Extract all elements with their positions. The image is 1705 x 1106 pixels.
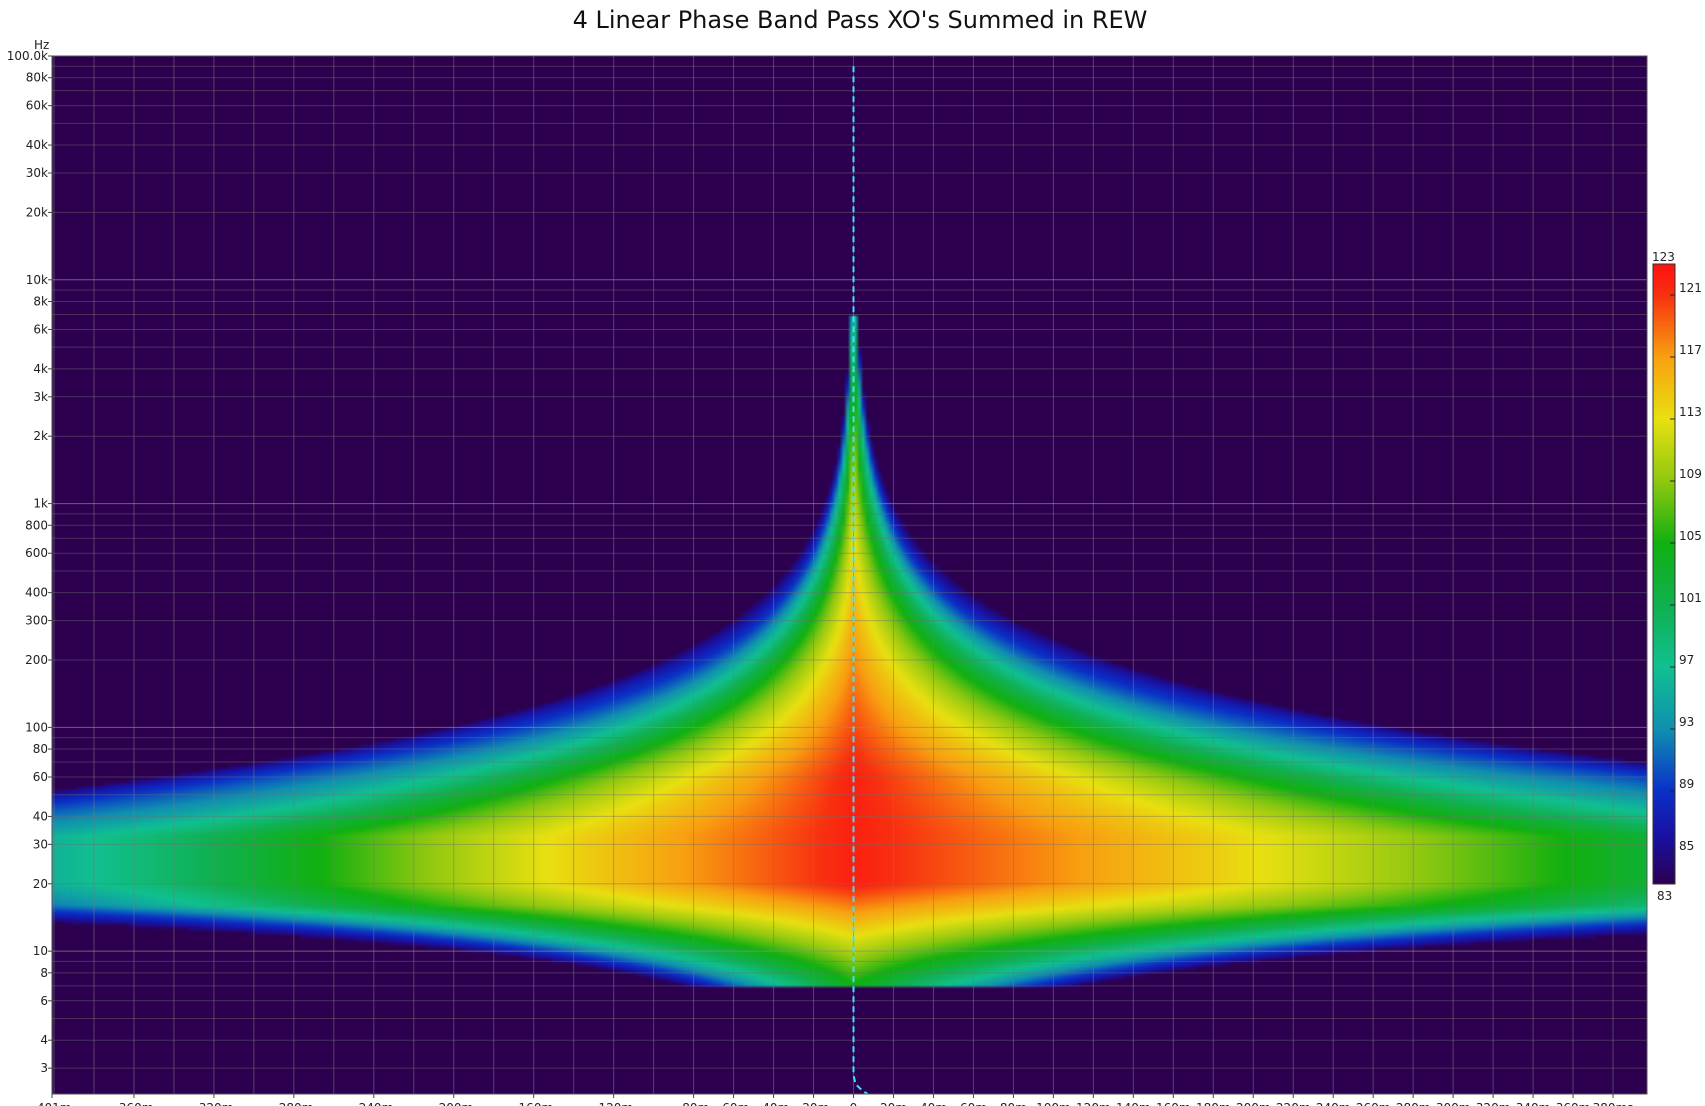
x-tick-label: 0 — [850, 1101, 858, 1106]
colorbar — [1652, 263, 1676, 885]
x-tick-label: 220m — [1276, 1101, 1311, 1106]
y-tick-label: 800 — [25, 518, 48, 532]
y-tick-label: 3k — [33, 390, 48, 404]
y-tick-label: 30k — [26, 166, 48, 180]
y-tick-label: 20 — [33, 877, 48, 891]
y-tick-label: 200 — [25, 653, 48, 667]
colorbar-tick-label: 121 — [1679, 281, 1702, 295]
x-tick-label: 240m — [1316, 1101, 1351, 1106]
y-axis-ticks: 100.0k 80k 60k 40k 30k 20k 10k 8k 6k 4k 3k 2k 1k 800 6… — [7, 49, 52, 1075]
x-tick-label: -120m — [594, 1101, 633, 1106]
y-axis-unit-label: Hz — [34, 38, 49, 52]
x-tick-label: -200m — [434, 1101, 473, 1106]
x-tick-label: -40m — [758, 1101, 789, 1106]
colorbar-tick-label: 101 — [1679, 591, 1702, 605]
y-tick-label: 20k — [26, 205, 48, 219]
colorbar-min-label: 83 — [1657, 889, 1672, 903]
y-tick-label: 10 — [33, 944, 48, 958]
x-tick-label: -20m — [798, 1101, 829, 1106]
x-tick-label: 360m — [1556, 1101, 1591, 1106]
y-tick-label: 8 — [40, 966, 48, 980]
x-tick-label: 60m — [960, 1101, 987, 1106]
y-tick-label: 4 — [40, 1033, 48, 1047]
colorbar-tick-label: 113 — [1679, 405, 1702, 419]
y-tick-label: 80 — [33, 742, 48, 756]
y-tick-label: 6 — [40, 994, 48, 1008]
x-tick-label: -360m — [114, 1101, 153, 1106]
x-tick-label: -280m — [274, 1101, 313, 1106]
x-tick-label: 100m — [1036, 1101, 1071, 1106]
x-tick-label: 140m — [1116, 1101, 1151, 1106]
colorbar-tick-label: 89 — [1679, 777, 1694, 791]
y-tick-label: 6k — [33, 322, 48, 336]
x-axis-ticks: -401m -360m -320m -280m -240m -200m -160m -120m… — [33, 1094, 1634, 1106]
y-tick-label: 60 — [33, 770, 48, 784]
y-tick-label: 100.0k — [7, 49, 48, 63]
y-tick-label: 300 — [25, 614, 48, 628]
y-tick-label: 100 — [25, 720, 48, 734]
colorbar-tick-label: 97 — [1679, 653, 1694, 667]
x-tick-label: -60m — [718, 1101, 749, 1106]
colorbar-ticks: 121 117 113 109 105 101 97 93 89 85 — [1670, 281, 1702, 854]
x-tick-label: 20m — [880, 1101, 907, 1106]
colorbar-max-label: 123 — [1652, 250, 1675, 264]
y-tick-label: 3 — [40, 1061, 48, 1075]
x-tick-label: 340m — [1516, 1101, 1551, 1106]
x-tick-label: 380ms — [1593, 1101, 1634, 1106]
colorbar-tick-label: 117 — [1679, 343, 1702, 357]
x-tick-label: -320m — [194, 1101, 233, 1106]
heatmap-image — [52, 56, 1647, 1094]
y-tick-label: 60k — [26, 99, 48, 113]
x-tick-label: 260m — [1356, 1101, 1391, 1106]
y-tick-label: 400 — [25, 586, 48, 600]
y-tick-label: 40k — [26, 138, 48, 152]
x-tick-label: 40m — [920, 1101, 947, 1106]
x-tick-label: 200m — [1236, 1101, 1271, 1106]
x-tick-label: 180m — [1196, 1101, 1231, 1106]
y-tick-label: 30 — [33, 837, 48, 851]
y-tick-label: 4k — [33, 362, 48, 376]
colorbar-tick-label: 85 — [1679, 839, 1694, 853]
x-tick-label: -80m — [678, 1101, 709, 1106]
y-tick-label: 8k — [33, 294, 48, 308]
y-tick-label: 600 — [25, 546, 48, 560]
grid-lines — [52, 55, 1647, 1094]
plot-border — [51, 55, 1648, 1095]
x-tick-label: 300m — [1436, 1101, 1471, 1106]
chart-title: 4 Linear Phase Band Pass XO's Summed in … — [573, 6, 1148, 34]
x-tick-label: -401m — [33, 1101, 72, 1106]
x-tick-label: -160m — [514, 1101, 553, 1106]
colorbar-tick-label: 93 — [1679, 715, 1694, 729]
y-tick-label: 2k — [33, 429, 48, 443]
colorbar-tick-label: 109 — [1679, 467, 1702, 481]
colorbar-tick-label: 105 — [1679, 529, 1702, 543]
y-tick-label: 1k — [33, 497, 48, 511]
y-tick-label: 40 — [33, 809, 48, 823]
x-tick-label: 160m — [1156, 1101, 1191, 1106]
x-tick-label: 280m — [1396, 1101, 1431, 1106]
peak-time-line — [852, 66, 869, 1095]
x-tick-label: 320m — [1476, 1101, 1511, 1106]
x-tick-label: -240m — [354, 1101, 393, 1106]
x-tick-label: 80m — [1000, 1101, 1027, 1106]
y-tick-label: 80k — [26, 71, 48, 85]
x-tick-label: 120m — [1076, 1101, 1111, 1106]
y-tick-label: 10k — [26, 273, 48, 287]
